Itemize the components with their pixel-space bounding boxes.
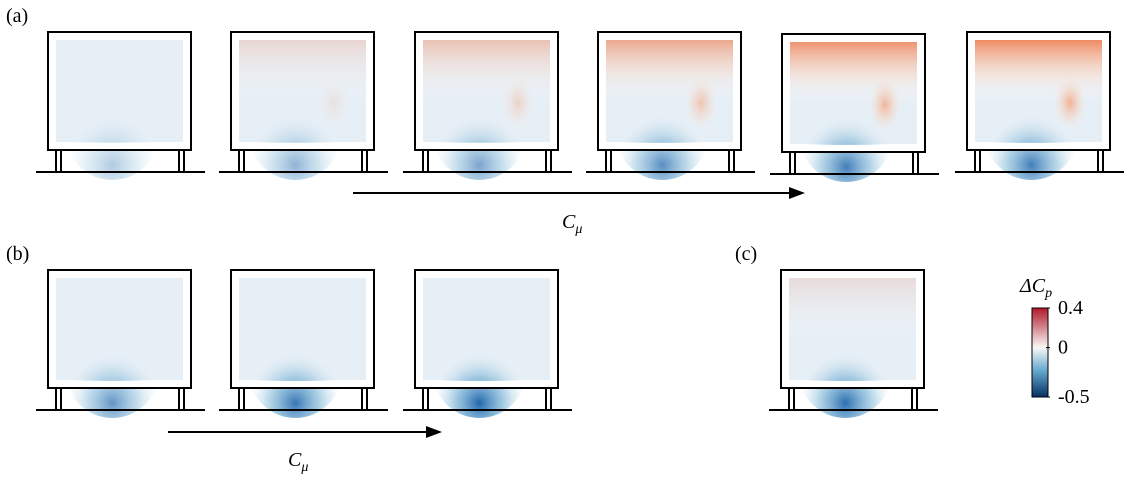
arrow-label: Cμ bbox=[288, 449, 308, 475]
box-frame bbox=[47, 269, 192, 389]
map-low bbox=[64, 80, 161, 180]
map-low bbox=[64, 318, 161, 418]
map-frame bbox=[49, 33, 190, 149]
arrow-head bbox=[426, 426, 442, 438]
box-frame bbox=[781, 33, 926, 153]
panel-label: (a) bbox=[6, 5, 28, 27]
map-frame bbox=[782, 271, 923, 387]
panel-label: (b) bbox=[6, 243, 29, 265]
arrow-head bbox=[789, 187, 805, 199]
colorbar-label: ΔCp bbox=[1019, 275, 1052, 301]
map-frame bbox=[416, 271, 557, 387]
map-low bbox=[797, 318, 894, 418]
box-frame bbox=[597, 31, 742, 151]
colorbar bbox=[1031, 307, 1049, 398]
map-frame bbox=[49, 271, 190, 387]
box-frame bbox=[414, 269, 559, 389]
box-frame bbox=[414, 31, 559, 151]
map-low bbox=[431, 318, 528, 418]
map-frame bbox=[232, 271, 373, 387]
box-frame bbox=[230, 31, 375, 151]
map-frame bbox=[783, 35, 924, 151]
arrow-label: Cμ bbox=[562, 211, 582, 237]
colorbar-tick-label: 0.4 bbox=[1058, 297, 1083, 319]
map-frame bbox=[232, 33, 373, 149]
map-blob bbox=[317, 76, 350, 129]
colorbar-tick-label: 0 bbox=[1058, 337, 1068, 359]
map-frame bbox=[968, 33, 1109, 149]
map-frame bbox=[599, 33, 740, 149]
box-frame bbox=[780, 269, 925, 389]
box-frame bbox=[230, 269, 375, 389]
colorbar-tick-label: -0.5 bbox=[1058, 386, 1090, 408]
box-frame bbox=[47, 31, 192, 151]
panel-label: (c) bbox=[735, 243, 757, 265]
map-low bbox=[247, 318, 344, 418]
map-blob bbox=[501, 76, 534, 129]
box-frame bbox=[966, 31, 1111, 151]
map-blob bbox=[684, 76, 717, 129]
map-frame bbox=[416, 33, 557, 149]
map-blob bbox=[1053, 76, 1086, 129]
map-blob bbox=[868, 78, 901, 131]
